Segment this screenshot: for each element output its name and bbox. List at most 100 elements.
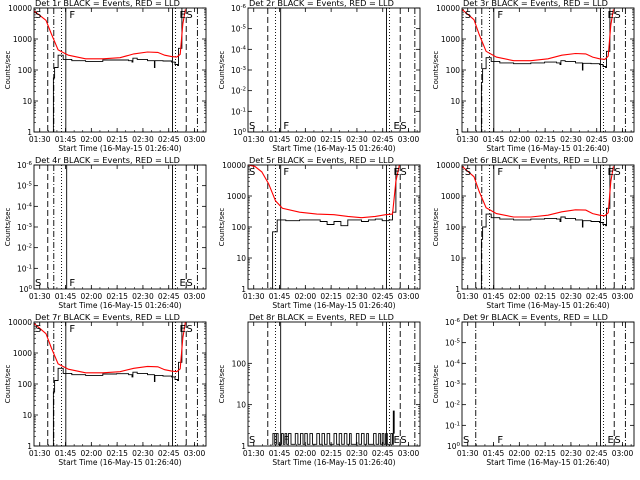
y-tick-label: 100 — [446, 223, 461, 232]
x-tick-label: 01:30 — [457, 449, 479, 458]
x-tick-label: 01:45 — [269, 135, 291, 144]
y-axis-label: Counts/sec — [218, 208, 226, 247]
phase-marker-s: S — [249, 435, 255, 446]
y-tick-label: 10-4 — [17, 202, 33, 211]
plot-frame — [33, 164, 207, 290]
x-tick-label: 02:00 — [81, 449, 103, 458]
plot-area — [475, 322, 626, 446]
y-tick-label: 10000 — [8, 318, 32, 327]
plot-area — [267, 8, 416, 132]
y-tick-label: 10-3 — [445, 380, 461, 389]
y-tick-label: 1 — [455, 285, 460, 294]
events-series-line — [52, 8, 186, 132]
y-axis-label: Counts/sec — [432, 208, 440, 247]
y-tick-label: 1 — [455, 128, 460, 137]
phase-marker-s: S — [35, 278, 41, 289]
y-tick-label: 1000 — [227, 192, 246, 201]
x-tick-label: 01:30 — [29, 449, 51, 458]
y-tick-label: 10000 — [436, 4, 460, 13]
y-tick-label: 1 — [241, 442, 246, 451]
panel-det-3r: Det 3r BLACK = Events, RED = LLD 1 10 100 10… — [432, 0, 635, 153]
y-tick-label: 10-5 — [17, 182, 33, 191]
x-tick-label: 01:30 — [457, 135, 479, 144]
x-tick-label: 01:45 — [269, 292, 291, 301]
panel-det-9r: Det 9r BLACK = Events, RED = LLD 100 10-1 1… — [432, 312, 635, 467]
panel-det-4r: Det 4r BLACK = Events, RED = LLD 100 10-1 1… — [4, 155, 207, 310]
phase-marker-s: S — [186, 10, 192, 21]
x-tick-label: 02:15 — [320, 135, 342, 144]
x-tick-label: 01:30 — [243, 449, 265, 458]
y-axis-label: Counts/sec — [4, 51, 12, 90]
plot-frame — [247, 164, 421, 290]
panel-title: Det 4r BLACK = Events, RED = LLD — [35, 155, 180, 165]
x-tick-label: 01:45 — [483, 449, 505, 458]
x-tick-label: 02:00 — [295, 135, 317, 144]
phase-marker-e: E — [393, 167, 399, 178]
x-axis-label: Start Time (16-May-15 01:26:40) — [272, 458, 395, 467]
events-series-line — [272, 165, 400, 289]
y-tick-label: 10-3 — [17, 223, 33, 232]
x-tick-label: 02:30 — [346, 292, 368, 301]
phase-marker-f: F — [283, 435, 289, 446]
x-tick-label: 02:15 — [320, 449, 342, 458]
y-tick-label: 10-4 — [445, 359, 461, 368]
y-tick-label: 1 — [27, 128, 32, 137]
phase-marker-f: F — [69, 10, 75, 21]
y-tick-label: 100 — [446, 66, 461, 75]
x-tick-label: 01:45 — [55, 292, 77, 301]
y-tick-label: 10-4 — [231, 45, 247, 54]
plot-frame — [247, 7, 421, 133]
phase-marker-e: E — [607, 435, 613, 446]
y-tick-label: 10000 — [436, 161, 460, 170]
panel-title: Det 5r BLACK = Events, RED = LLD — [249, 155, 394, 165]
phase-marker-s: S — [35, 10, 41, 21]
panel-title: Det 3r BLACK = Events, RED = LLD — [463, 0, 608, 8]
lld-series-line — [34, 9, 186, 60]
x-tick-label: 01:30 — [29, 292, 51, 301]
panel-det-2r: Det 2r BLACK = Events, RED = LLD 100 10-1 1… — [218, 0, 421, 153]
y-tick-label: 10-2 — [17, 244, 32, 253]
x-tick-label: 01:45 — [269, 449, 291, 458]
y-axis-label: Counts/sec — [432, 365, 440, 404]
plot-frame — [247, 321, 421, 447]
phase-marker-s: S — [186, 278, 192, 289]
x-tick-label: 01:30 — [457, 292, 479, 301]
phase-marker-f: F — [69, 324, 75, 335]
events-series-line — [52, 322, 186, 446]
x-tick-label: 01:45 — [483, 135, 505, 144]
x-tick-label: 02:15 — [106, 135, 128, 144]
phase-marker-e: E — [179, 10, 185, 21]
phase-marker-s: S — [614, 10, 620, 21]
x-tick-label: 02:15 — [106, 292, 128, 301]
phase-marker-s: S — [465, 167, 471, 178]
lld-series-line — [34, 322, 186, 374]
y-tick-label: 100 — [18, 380, 33, 389]
y-tick-label: 10-6 — [445, 318, 461, 327]
phase-marker-s: S — [465, 10, 471, 21]
x-tick-label: 02:15 — [534, 292, 556, 301]
x-tick-label: 01:45 — [55, 449, 77, 458]
x-tick-label: 02:15 — [320, 292, 342, 301]
x-tick-label: 02:45 — [586, 292, 608, 301]
plot-area — [462, 8, 626, 132]
panel-det-8r: Det 8r BLACK = Events, RED = LLD 1 10 100 Co… — [218, 312, 421, 467]
y-axis-label: Counts/sec — [218, 365, 226, 404]
x-tick-label: 01:45 — [55, 135, 77, 144]
plot-area — [462, 165, 626, 289]
phase-marker-f: F — [283, 167, 289, 178]
plot-frame — [33, 7, 207, 133]
panel-title: Det 1r BLACK = Events, RED = LLD — [35, 0, 180, 8]
y-tick-label: 1000 — [13, 35, 32, 44]
y-tick-label: 10 — [450, 254, 460, 263]
y-tick-label: 100 — [233, 128, 247, 137]
phase-marker-e: E — [607, 167, 613, 178]
x-tick-label: 03:00 — [612, 292, 634, 301]
plot-frame — [461, 321, 635, 447]
y-tick-label: 100 — [232, 359, 247, 368]
phase-marker-s: S — [249, 167, 255, 178]
phase-marker-s: S — [35, 324, 41, 335]
phase-marker-e: E — [607, 10, 613, 21]
x-tick-label: 02:45 — [372, 292, 394, 301]
x-tick-label: 03:00 — [398, 292, 420, 301]
